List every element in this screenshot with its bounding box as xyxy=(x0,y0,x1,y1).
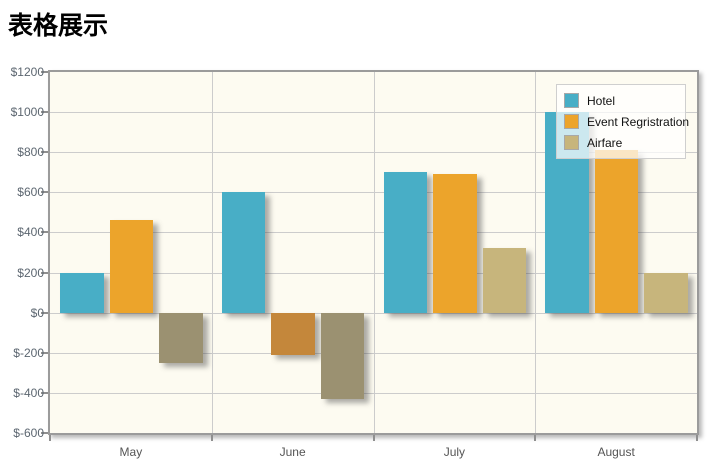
legend-label: Event Regristration xyxy=(587,114,690,129)
y-axis-tick xyxy=(41,351,48,354)
y-tick-label: $800 xyxy=(17,145,44,160)
y-axis-tick xyxy=(41,271,48,274)
category-separator xyxy=(211,72,213,433)
y-axis-tick xyxy=(41,391,48,394)
legend-item-hotel[interactable]: Hotel xyxy=(564,90,678,111)
legend-item-airfare[interactable]: Airfare xyxy=(564,132,678,153)
x-axis-tick xyxy=(372,435,375,441)
y-axis-tick xyxy=(41,71,48,73)
y-tick-label: $-200 xyxy=(13,345,44,360)
y-tick-label: $600 xyxy=(17,185,44,200)
category-separator xyxy=(373,72,375,433)
bar-event-regristration-august[interactable] xyxy=(594,150,639,313)
y-tick-label: $1200 xyxy=(10,65,44,79)
bar-event-regristration-june[interactable] xyxy=(271,312,315,355)
x-axis-tick xyxy=(210,435,213,441)
x-tick-label: July xyxy=(443,445,466,459)
y-axis-tick xyxy=(41,191,48,194)
y-axis-tick xyxy=(41,311,48,314)
bar-event-regristration-may[interactable] xyxy=(109,220,153,313)
x-tick-label: June xyxy=(279,445,306,459)
bar-airfare-june[interactable] xyxy=(320,312,365,399)
y-axis-tick xyxy=(41,151,48,154)
category-separator xyxy=(535,72,537,433)
legend-swatch-icon xyxy=(564,135,579,150)
y-tick-label: $200 xyxy=(17,265,44,280)
x-axis-tick xyxy=(696,435,698,441)
bar-event-regristration-july[interactable] xyxy=(433,174,477,313)
y-tick-label: $1000 xyxy=(10,105,44,120)
y-tick-label: $400 xyxy=(17,225,44,240)
y-axis-tick xyxy=(41,231,48,234)
x-tick-label: August xyxy=(597,445,635,459)
y-axis-tick xyxy=(41,432,48,434)
chart-title: 表格展示 xyxy=(8,13,109,40)
y-axis-tick xyxy=(41,111,48,114)
bar-hotel-may[interactable] xyxy=(60,272,104,313)
legend-swatch-icon xyxy=(564,93,579,108)
x-tick-label: May xyxy=(119,445,143,459)
y-tick-label: $0 xyxy=(30,305,44,320)
legend-label: Hotel xyxy=(587,93,616,108)
bar-airfare-july[interactable] xyxy=(482,248,526,313)
legend: Hotel Event Regristration Airfare xyxy=(556,84,689,159)
bar-hotel-july[interactable] xyxy=(383,172,427,313)
y-tick-label: $-400 xyxy=(13,385,44,400)
bar-airfare-may[interactable] xyxy=(159,312,203,363)
x-axis-tick xyxy=(49,435,51,441)
legend-label: Airfare xyxy=(587,135,623,150)
legend-item-event-regristration[interactable]: Event Regristration xyxy=(564,111,689,132)
y-tick-label: $-600 xyxy=(13,426,44,440)
bar-airfare-august[interactable] xyxy=(644,272,688,313)
x-axis-tick xyxy=(534,435,537,441)
bar-hotel-june[interactable] xyxy=(221,192,266,313)
legend-swatch-icon xyxy=(564,114,579,129)
